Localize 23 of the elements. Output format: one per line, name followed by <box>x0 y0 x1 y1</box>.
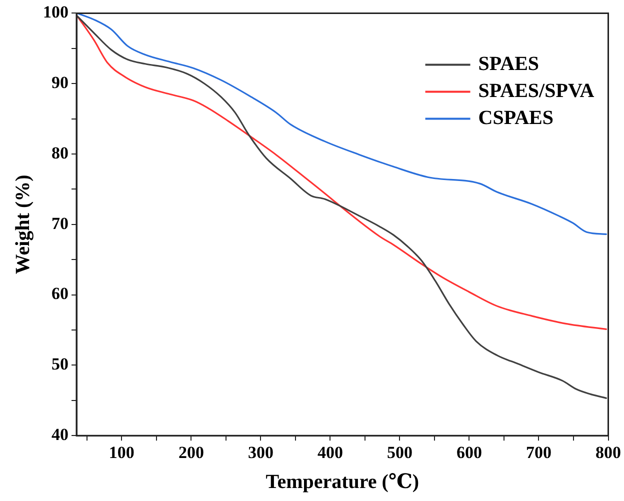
y-tick-label: 50 <box>52 354 68 374</box>
legend-label: SPAES <box>478 52 540 75</box>
y-axis-title: Weight (%) <box>12 174 34 274</box>
y-tick-label: 60 <box>52 284 68 304</box>
line-series <box>76 15 608 400</box>
x-axis-title: Temperature (℃) <box>266 471 420 494</box>
legend-label: CSPAES <box>478 106 554 129</box>
line-series <box>76 15 608 330</box>
x-tick-label: 500 <box>386 443 412 462</box>
y-tick-label: 40 <box>52 424 68 444</box>
legend-label: SPAES/SPVA <box>478 80 595 102</box>
y-tick-label: 70 <box>52 214 68 233</box>
line-series <box>76 13 608 236</box>
x-tick-label: 800 <box>596 443 621 462</box>
x-tick-label: 200 <box>178 443 204 462</box>
x-tick-label: 400 <box>317 443 343 462</box>
x-tick-label: 100 <box>108 443 134 462</box>
y-tick-label: 100 <box>43 2 68 22</box>
y-tick-label: 90 <box>52 72 68 92</box>
x-tick-label: 700 <box>526 443 552 462</box>
x-tick-label: 600 <box>456 443 482 462</box>
x-tick-label: 300 <box>248 443 274 462</box>
y-tick-label: 80 <box>52 143 68 162</box>
